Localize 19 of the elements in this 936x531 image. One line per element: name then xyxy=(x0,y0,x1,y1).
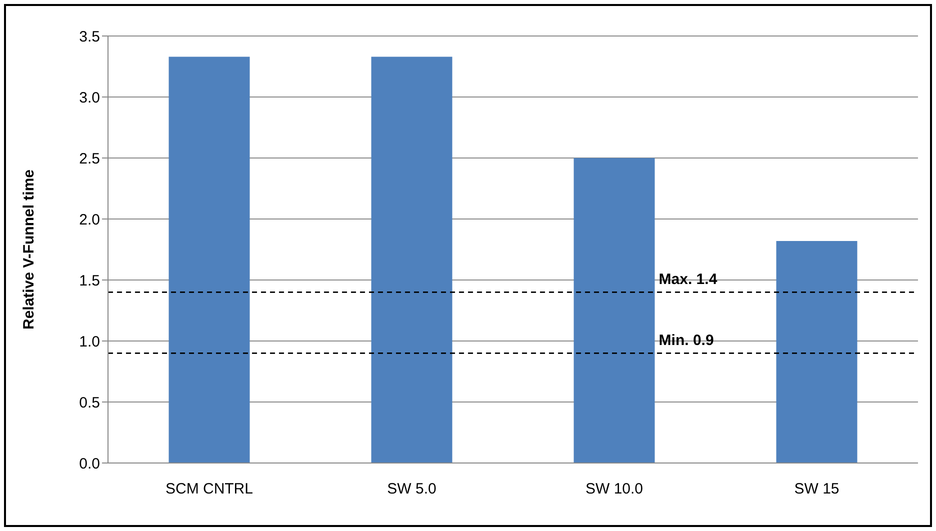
x-tick-label: SW 5.0 xyxy=(387,480,436,498)
bar xyxy=(371,56,452,463)
y-tick-label: 2.5 xyxy=(79,150,100,168)
ref-line-label: Min. 0.9 xyxy=(658,332,714,350)
y-tick-label: 0.5 xyxy=(79,394,100,412)
y-axis-title: Relative V-Funnel time xyxy=(20,169,38,330)
y-tick-label: 1.5 xyxy=(79,272,100,290)
bar xyxy=(574,158,655,463)
x-tick-label: SW 10.0 xyxy=(585,480,644,498)
x-tick-label: SCM CNTRL xyxy=(165,480,254,498)
y-tick-label: 3.0 xyxy=(79,89,100,106)
ref-line-label: Max. 1.4 xyxy=(658,271,718,288)
y-tick-label: 3.5 xyxy=(79,28,100,46)
bar xyxy=(776,240,858,463)
x-tick-label: SW 15 xyxy=(794,480,840,498)
y-tick-label: 2.0 xyxy=(79,211,100,228)
y-tick-label: 0.0 xyxy=(79,455,100,472)
y-tick-label: 1.0 xyxy=(79,333,100,350)
bar xyxy=(168,56,250,463)
